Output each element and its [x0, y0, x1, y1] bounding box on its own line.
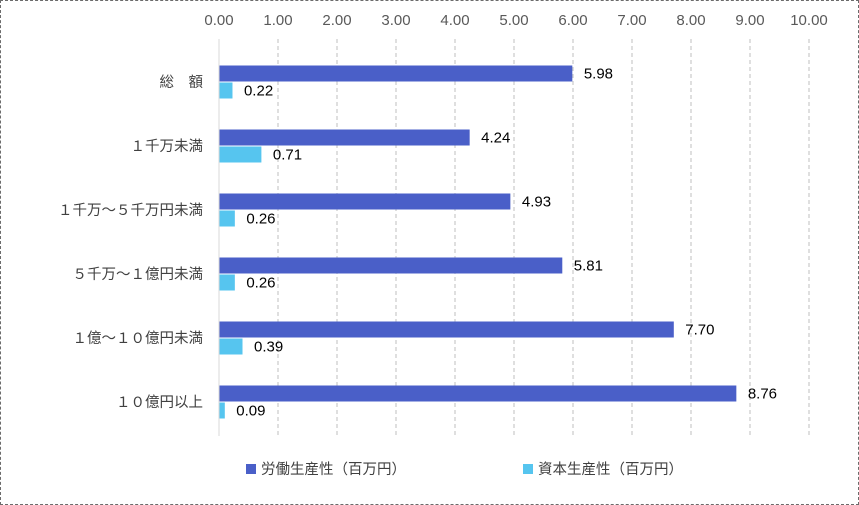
data-label: 5.81: [574, 258, 603, 275]
bar-capital-productivity: [219, 82, 233, 99]
bar-labor-productivity: [219, 257, 563, 274]
bar-capital-productivity: [219, 402, 225, 419]
legend: 労働生産性（百万円） 資本生産性（百万円）: [246, 461, 683, 478]
data-label: 4.24: [481, 130, 510, 147]
data-label: 0.09: [236, 403, 265, 420]
x-tick-label: 9.00: [735, 12, 764, 29]
x-tick-label: 1.00: [263, 12, 292, 29]
data-label: 7.70: [685, 322, 714, 339]
x-tick-label: 0.00: [204, 12, 233, 29]
gridlines: [218, 39, 810, 436]
bar-capital-productivity: [219, 210, 235, 227]
bar-capital-productivity: [219, 338, 243, 355]
data-label: 5.98: [584, 66, 613, 83]
data-label: 4.93: [522, 194, 551, 211]
bar-labor-productivity: [219, 65, 573, 82]
bar-labor-productivity: [219, 385, 737, 402]
data-label: 0.71: [273, 147, 302, 164]
x-tick-label: 3.00: [381, 12, 410, 29]
x-tick-label: 5.00: [499, 12, 528, 29]
bar-labor-productivity: [219, 321, 674, 338]
bar-labor-productivity: [219, 129, 470, 146]
bars: 5.98 0.22 4.24 0.71 4.93 0.26 5.81 0.26 7.70 0.39…: [219, 65, 777, 420]
x-tick-label: 6.00: [558, 12, 587, 29]
category-label: ５千万～１億円未満: [73, 266, 204, 283]
category-label: １億～１０億円未満: [73, 330, 204, 347]
data-label: 0.26: [246, 275, 275, 292]
data-label: 8.76: [748, 386, 777, 403]
data-label: 0.39: [254, 339, 283, 356]
data-label: 0.26: [246, 211, 275, 228]
x-axis: 0.00 1.00 2.00 3.00 4.00 5.00 6.00 7.00 8.00 9.00…: [204, 12, 827, 29]
category-axis: 総 額 １千万未満 １千万～５千万円未満 ５千万～１億円未満 １億～１０億円未満 １０億円…: [58, 74, 203, 411]
x-tick-label: 7.00: [617, 12, 646, 29]
data-label: 0.22: [244, 83, 273, 100]
category-label: １０億円以上: [116, 394, 203, 411]
x-tick-label: 2.00: [322, 12, 351, 29]
legend-label: 資本生産性（百万円）: [538, 461, 683, 478]
legend-label: 労働生産性（百万円）: [261, 461, 406, 478]
legend-swatch-capital: [523, 464, 533, 474]
x-tick-label: 8.00: [676, 12, 705, 29]
legend-swatch-labor: [246, 464, 256, 474]
x-tick-label: 4.00: [440, 12, 469, 29]
bar-capital-productivity: [219, 274, 235, 291]
category-label: １千万未満: [131, 138, 204, 155]
category-label: 総 額: [160, 74, 204, 91]
category-label: １千万～５千万円未満: [58, 202, 203, 219]
bar-capital-productivity: [219, 146, 262, 163]
bar-labor-productivity: [219, 193, 511, 210]
x-tick-label: 10.00: [790, 12, 828, 29]
